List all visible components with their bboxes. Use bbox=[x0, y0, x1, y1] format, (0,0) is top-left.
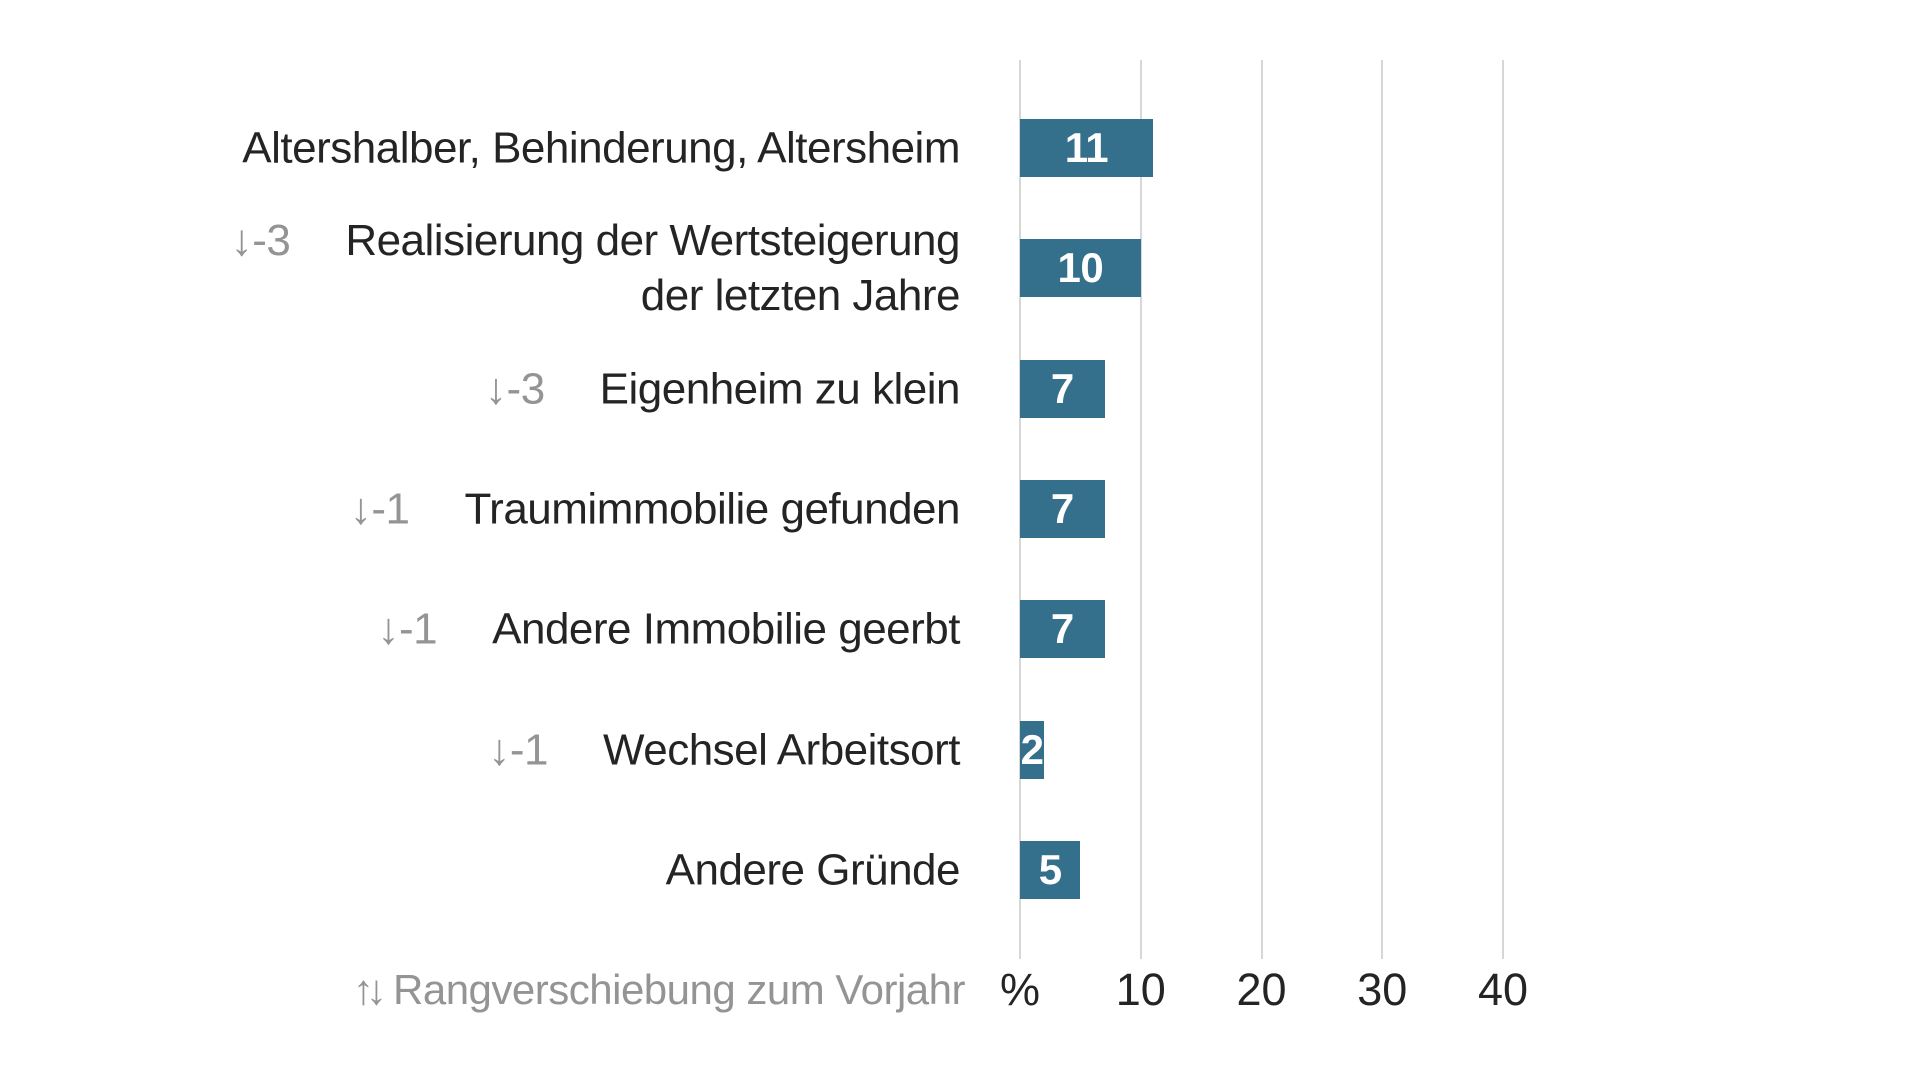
gridline bbox=[1260, 60, 1263, 959]
bar: 2 bbox=[1020, 720, 1045, 779]
category-label-line: ↓-1 Andere Immobilie geerbt bbox=[377, 602, 961, 657]
bar: 10 bbox=[1020, 239, 1141, 298]
category-label-line: ↓-3 Realisierung der Wertsteigerung bbox=[230, 213, 961, 268]
category-label-line: Andere Gründe bbox=[665, 842, 961, 897]
category-label-text: Realisierung der Wertsteigerung bbox=[345, 216, 960, 266]
bar-value-label: 5 bbox=[1038, 845, 1062, 893]
category-label: ↓-3 Eigenheim zu klein bbox=[485, 361, 960, 416]
gridline bbox=[1502, 60, 1504, 959]
category-label-line: Altershalber, Behinderung, Altersheim bbox=[242, 121, 960, 176]
category-label-text: Wechsel Arbeitsort bbox=[602, 725, 961, 774]
axis-legend-text: Rangverschiebung zum Vorjahr bbox=[393, 966, 966, 1013]
x-axis-tick-label: 10 bbox=[1115, 964, 1166, 1015]
category-label-line: ↓-1 Traumimmobilie gefunden bbox=[349, 481, 961, 536]
bar: 7 bbox=[1020, 479, 1105, 538]
category-label: Altershalber, Behinderung, Altersheim bbox=[242, 121, 960, 176]
bar: 7 bbox=[1020, 600, 1105, 659]
x-axis-tick-label: 20 bbox=[1236, 964, 1287, 1015]
bar-value-label: 11 bbox=[1064, 124, 1109, 171]
category-label: ↓-1 Wechsel Arbeitsort bbox=[488, 722, 960, 777]
category-label-line: der letzten Jahre bbox=[231, 268, 961, 323]
category-label-text: Traumimmobilie gefunden bbox=[464, 484, 960, 534]
rank-shift-marker: ↓-1 bbox=[488, 725, 548, 774]
category-label: ↓-3 Realisierung der Wertsteigerung der le… bbox=[230, 213, 961, 323]
bar-value-label: 10 bbox=[1057, 244, 1104, 292]
x-axis-tick-label: 40 bbox=[1477, 964, 1529, 1015]
rank-shift-marker: ↓-1 bbox=[349, 484, 410, 534]
bar: 7 bbox=[1020, 359, 1105, 418]
category-label-text: Andere Immobilie geerbt bbox=[492, 604, 960, 654]
gridline bbox=[1139, 60, 1142, 959]
category-label-text: Altershalber, Behinderung, Altersheim bbox=[242, 123, 960, 173]
rank-shift-marker: ↓-3 bbox=[485, 364, 545, 414]
bar-value-label: 7 bbox=[1050, 484, 1074, 532]
gridline bbox=[1381, 60, 1384, 959]
category-label-line: ↓-3 Eigenheim zu klein bbox=[485, 361, 960, 416]
category-label-text: Andere Gründe bbox=[665, 845, 961, 895]
rank-shift-marker: ↓-1 bbox=[377, 604, 438, 654]
bar-value-label: 7 bbox=[1050, 605, 1074, 653]
category-label: ↓-1 Andere Immobilie geerbt bbox=[377, 602, 961, 657]
rank-shift-arrows-icon: ↑↓ bbox=[353, 966, 387, 1013]
bar: 5 bbox=[1020, 840, 1081, 899]
category-label-text: der letzten Jahre bbox=[640, 271, 961, 321]
category-label-line: ↓-1 Wechsel Arbeitsort bbox=[488, 722, 960, 777]
rank-shift-marker: ↓-3 bbox=[230, 216, 291, 266]
category-label: Andere Gründe bbox=[665, 842, 961, 897]
x-axis-tick-label: % bbox=[999, 964, 1041, 1015]
bar-value-label: 2 bbox=[1020, 725, 1044, 773]
bar: 11 bbox=[1020, 119, 1153, 177]
category-label-text: Eigenheim zu klein bbox=[599, 364, 961, 414]
category-label: ↓-1 Traumimmobilie gefunden bbox=[349, 481, 961, 536]
x-axis-tick-label: 30 bbox=[1357, 964, 1408, 1015]
bar-value-label: 7 bbox=[1050, 364, 1074, 412]
axis-legend: ↑↓ Rangverschiebung zum Vorjahr bbox=[353, 966, 966, 1014]
